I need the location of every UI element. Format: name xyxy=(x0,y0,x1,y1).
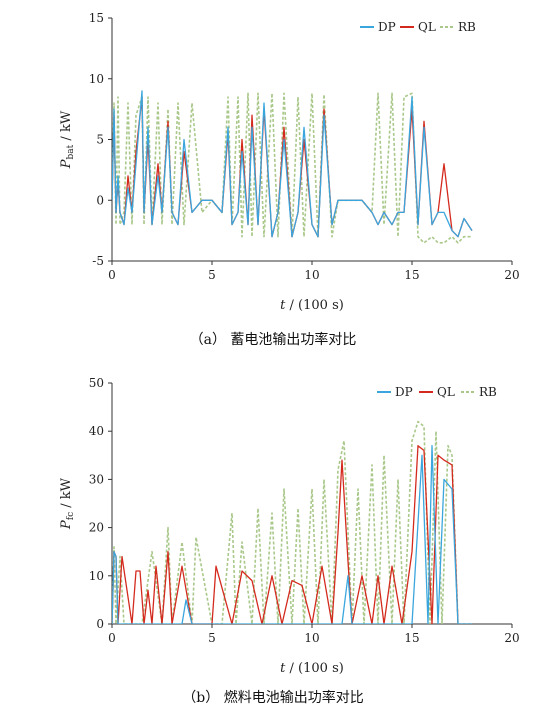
x-tick-label: 15 xyxy=(404,631,419,645)
legend-label-ql: QL xyxy=(437,385,455,399)
x-label-symbol: t xyxy=(280,661,286,676)
y-label-symbol: P xyxy=(59,159,74,169)
y-tick-label: 10 xyxy=(89,569,104,583)
x-label-unit: / (100 s) xyxy=(285,661,343,676)
y-label-symbol: P xyxy=(59,520,74,530)
x-tick-label: 0 xyxy=(108,268,116,282)
x-tick-label: 15 xyxy=(404,268,419,282)
y-label-subscript: bat xyxy=(66,144,76,159)
caption-a: （a） 蓄电池输出功率对比 xyxy=(189,332,357,348)
caption-b: （b） 燃料电池输出功率对比 xyxy=(182,690,364,706)
legend-label-ql: QL xyxy=(418,20,436,34)
x-tick-label: 10 xyxy=(304,631,319,645)
y-tick-label: 10 xyxy=(89,72,104,86)
x-label-unit: / (100 s) xyxy=(285,298,343,313)
y-axis-label: Pbat / kW xyxy=(59,110,76,169)
x-tick-label: 10 xyxy=(304,268,319,282)
y-tick-label: 30 xyxy=(89,472,104,486)
y-tick-label: 15 xyxy=(89,11,104,25)
x-tick-label: 5 xyxy=(208,268,216,282)
plot-area xyxy=(112,90,473,244)
fuel-cell-power-chart: 0 5 10 15 20 0 10 20 30 40 50 Pfc / kW t / (100 s) DP… xyxy=(59,376,520,676)
y-label-unit: / kW xyxy=(59,477,74,512)
legend-label-dp: DP xyxy=(378,20,396,34)
y-tick-label: 0 xyxy=(96,617,104,631)
y-axis-label: Pfc / kW xyxy=(59,477,76,530)
y-label-unit: / kW xyxy=(59,110,74,145)
y-tick-label: 20 xyxy=(89,521,104,535)
series-line-rb xyxy=(112,420,472,624)
x-tick-label: 5 xyxy=(208,631,216,645)
y-tick-label: -5 xyxy=(92,254,104,268)
y-tick-label: 5 xyxy=(96,133,104,147)
legend-label-rb: RB xyxy=(479,385,497,399)
x-label-symbol: t xyxy=(280,298,286,313)
series-line-rb xyxy=(112,92,472,244)
y-tick-label: 40 xyxy=(89,424,104,438)
fuel-cell-power-panel: 0 5 10 15 20 0 10 20 30 40 50 Pfc / kW t / (100 s) DP… xyxy=(0,362,546,711)
y-tick-label: 50 xyxy=(89,376,104,390)
x-tick-label: 20 xyxy=(504,631,519,645)
y-label-subscript: fc xyxy=(66,512,76,520)
series-line-dp xyxy=(112,90,473,238)
battery-power-chart: 0 5 10 15 20 -5 0 5 10 15 Pbat / kW t / (100 s) DP QL… xyxy=(59,11,520,313)
series-line-ql xyxy=(112,445,472,624)
legend-label-dp: DP xyxy=(395,385,413,399)
x-tick-label: 0 xyxy=(108,631,116,645)
battery-power-panel: 0 5 10 15 20 -5 0 5 10 15 Pbat / kW t / (100 s) DP QL… xyxy=(0,0,546,355)
series-line-dp xyxy=(112,445,472,624)
y-tick-label: 0 xyxy=(96,193,104,207)
x-tick-label: 20 xyxy=(504,268,519,282)
x-axis-label: t / (100 s) xyxy=(280,661,344,676)
plot-area xyxy=(112,420,472,624)
x-axis-label: t / (100 s) xyxy=(280,298,344,313)
legend-label-rb: RB xyxy=(458,20,476,34)
